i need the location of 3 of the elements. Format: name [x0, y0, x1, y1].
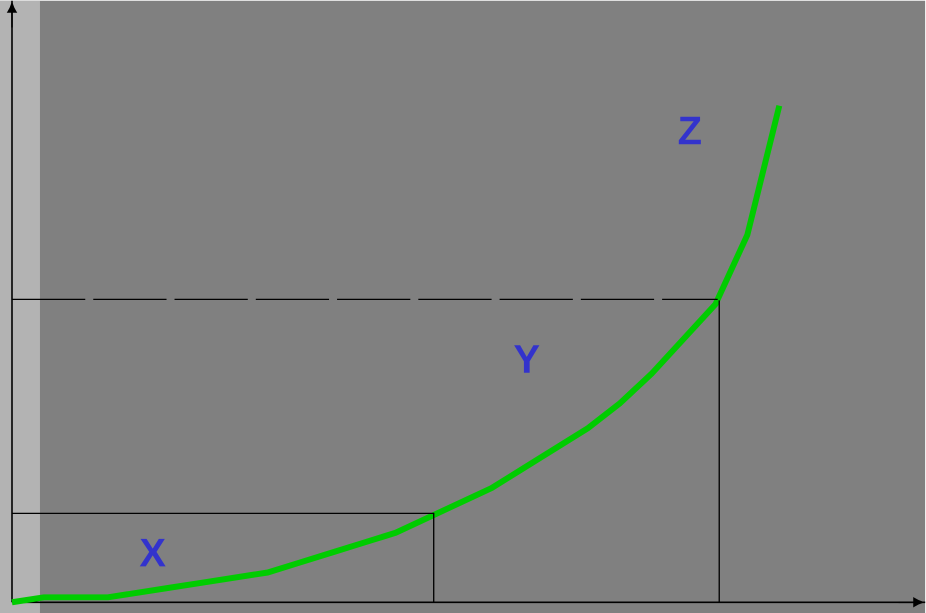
annotation: Z: [678, 116, 701, 144]
annotation: Y: [514, 345, 540, 373]
annotation: X: [140, 538, 166, 566]
